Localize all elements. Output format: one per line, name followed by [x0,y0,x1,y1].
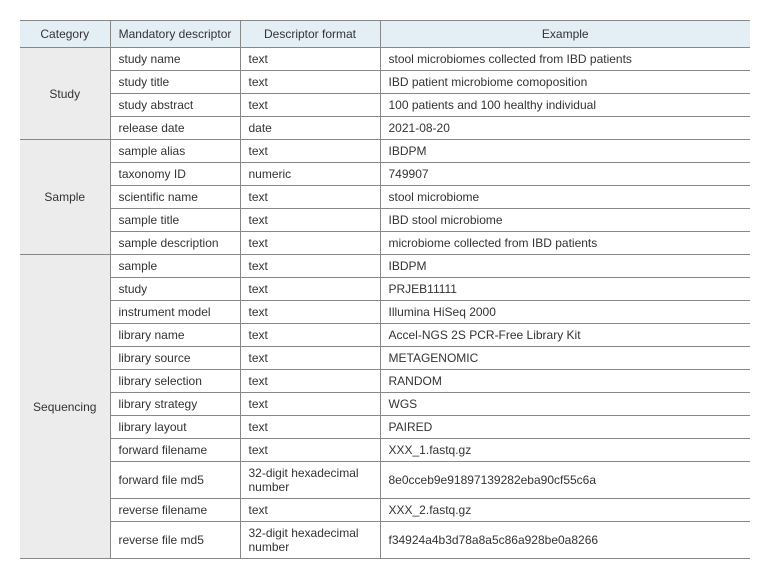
table-row: forward filenametextXXX_1.fastq.gz [20,439,750,462]
descriptor-cell: forward filename [110,439,240,462]
format-cell: numeric [240,163,380,186]
table-row: Samplesample aliastextIBDPM [20,140,750,163]
descriptor-cell: study abstract [110,94,240,117]
table-row: library selectiontextRANDOM [20,370,750,393]
example-cell: microbiome collected from IBD patients [380,232,750,255]
category-cell: Sequencing [20,255,110,559]
format-cell: text [240,324,380,347]
example-cell: WGS [380,393,750,416]
format-cell: text [240,347,380,370]
table-row: taxonomy IDnumeric749907 [20,163,750,186]
format-cell: text [240,140,380,163]
descriptor-cell: sample alias [110,140,240,163]
table-row: library nametextAccel-NGS 2S PCR-Free Li… [20,324,750,347]
category-cell: Study [20,48,110,140]
example-cell: stool microbiome [380,186,750,209]
example-cell: stool microbiomes collected from IBD pat… [380,48,750,71]
table-row: studytextPRJEB11111 [20,278,750,301]
format-cell: date [240,117,380,140]
example-cell: IBD patient microbiome comoposition [380,71,750,94]
table-row: library sourcetextMETAGENOMIC [20,347,750,370]
table-row: library strategytextWGS [20,393,750,416]
descriptor-cell: forward file md5 [110,462,240,499]
header-example: Example [380,21,750,48]
example-cell: XXX_1.fastq.gz [380,439,750,462]
descriptor-cell: sample description [110,232,240,255]
descriptor-cell: library selection [110,370,240,393]
table-row: SequencingsampletextIBDPM [20,255,750,278]
header-descriptor: Mandatory descriptor [110,21,240,48]
example-cell: PAIRED [380,416,750,439]
format-cell: text [240,393,380,416]
table-row: release datedate2021-08-20 [20,117,750,140]
example-cell: Illumina HiSeq 2000 [380,301,750,324]
format-cell: text [240,186,380,209]
example-cell: METAGENOMIC [380,347,750,370]
example-cell: 2021-08-20 [380,117,750,140]
category-cell: Sample [20,140,110,255]
table-row: forward file md532-digit hexadecimal num… [20,462,750,499]
format-cell: text [240,232,380,255]
header-row: Category Mandatory descriptor Descriptor… [20,21,750,48]
descriptor-cell: scientific name [110,186,240,209]
descriptor-cell: sample [110,255,240,278]
format-cell: text [240,71,380,94]
table-row: reverse file md532-digit hexadecimal num… [20,522,750,559]
example-cell: XXX_2.fastq.gz [380,499,750,522]
descriptor-cell: instrument model [110,301,240,324]
header-category: Category [20,21,110,48]
descriptor-cell: reverse filename [110,499,240,522]
example-cell: IBD stool microbiome [380,209,750,232]
header-format: Descriptor format [240,21,380,48]
format-cell: text [240,439,380,462]
format-cell: text [240,94,380,117]
descriptor-cell: library source [110,347,240,370]
format-cell: text [240,255,380,278]
descriptor-cell: taxonomy ID [110,163,240,186]
example-cell: IBDPM [380,255,750,278]
example-cell: f34924a4b3d78a8a5c86a928be0a8266 [380,522,750,559]
example-cell: 749907 [380,163,750,186]
table-row: reverse filenametextXXX_2.fastq.gz [20,499,750,522]
table-row: study abstracttext100 patients and 100 h… [20,94,750,117]
format-cell: text [240,301,380,324]
table-row: library layouttextPAIRED [20,416,750,439]
table-row: sample titletextIBD stool microbiome [20,209,750,232]
example-cell: IBDPM [380,140,750,163]
descriptor-cell: library strategy [110,393,240,416]
format-cell: 32-digit hexadecimal number [240,522,380,559]
example-cell: 8e0cceb9e91897139282eba90cf55c6a [380,462,750,499]
format-cell: text [240,209,380,232]
descriptor-cell: study title [110,71,240,94]
example-cell: RANDOM [380,370,750,393]
example-cell: 100 patients and 100 healthy individual [380,94,750,117]
descriptor-table: Category Mandatory descriptor Descriptor… [20,20,750,559]
format-cell: 32-digit hexadecimal number [240,462,380,499]
descriptor-cell: study name [110,48,240,71]
descriptor-cell: study [110,278,240,301]
descriptor-cell: library name [110,324,240,347]
descriptor-cell: sample title [110,209,240,232]
table-row: sample descriptiontextmicrobiome collect… [20,232,750,255]
format-cell: text [240,370,380,393]
format-cell: text [240,499,380,522]
table-row: instrument modeltextIllumina HiSeq 2000 [20,301,750,324]
descriptor-cell: release date [110,117,240,140]
format-cell: text [240,416,380,439]
format-cell: text [240,278,380,301]
format-cell: text [240,48,380,71]
example-cell: PRJEB11111 [380,278,750,301]
table-row: study titletextIBD patient microbiome co… [20,71,750,94]
example-cell: Accel-NGS 2S PCR-Free Library Kit [380,324,750,347]
descriptor-cell: reverse file md5 [110,522,240,559]
table-row: Studystudy nametextstool microbiomes col… [20,48,750,71]
descriptor-cell: library layout [110,416,240,439]
table-row: scientific nametextstool microbiome [20,186,750,209]
